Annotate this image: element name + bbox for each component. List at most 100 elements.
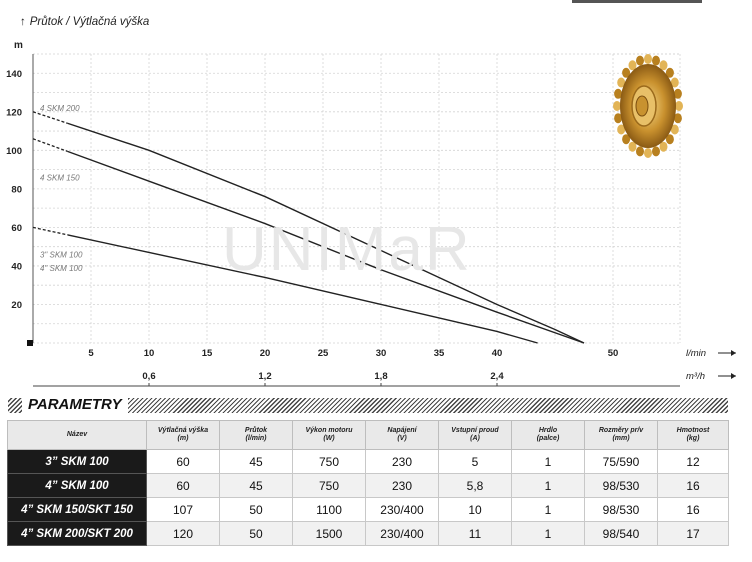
header-text: Výkon motoru [305,426,353,434]
header-text: (mm) [612,435,630,442]
table-cell: 120 [146,521,220,546]
table-cell: 98/530 [584,497,658,522]
table-cell: 107 [146,497,220,522]
ytitle: ↑ Průtok / Výtlačná výška [20,16,149,28]
table-header-cell: Průtok (l/min) [219,420,293,450]
impeller-blade [644,148,652,158]
model-name-cell: 4” SKM 150/SKT 150 [7,497,147,522]
impeller-blade [622,134,631,145]
impeller-blade [614,113,623,124]
x-tick-label: 30 [376,348,387,359]
model-name-cell: 3” SKM 100 [7,449,147,474]
table-cell: 750 [292,449,366,474]
table-header-cell: Výtlačná výška (m) [146,420,220,450]
table-cell: 1100 [292,497,366,522]
table-row: 4” SKM 150/SKT 150 107 50 1100 230/400 10 1 98/… [7,497,729,522]
table-cell: 230/400 [365,497,439,522]
series-line [67,234,538,344]
impeller-blade [622,67,631,78]
impeller-blade [652,55,660,66]
header-text: Název [66,430,88,438]
y-tick-label: 140 [6,69,22,80]
table-body: 3” SKM 100 60 45 750 230 5 1 75/590 12 4” SKM 100… [7,449,729,546]
series-dashed-segment [32,111,69,124]
watermark: UNIMaR [222,215,472,284]
header-text: (V) [397,435,407,442]
table-header-cell: Název [7,420,147,450]
chart-title: Průtok / Výtlačná výška [29,16,150,28]
header-text: Rozměry pr/v [598,426,644,434]
series-label: 4" SKM 100 [40,264,83,273]
table-header-cell: Rozměry pr/v (mm) [584,420,658,450]
impeller-blade [614,88,623,99]
x2-tick-label: 2,4 [490,371,504,382]
table-header-cell: Výkon motoru (W) [292,420,366,450]
table-header-cell: Hrdlo (palce) [511,420,585,450]
parametry-table: Název Výtlačná výška (m) Průtok (l/min) Výkon… [7,420,729,546]
impeller-blade [636,55,644,66]
model-name-cell: 4” SKM 200/SKT 200 [7,521,147,546]
header-text: Průtok [244,426,268,434]
table-cell: 50 [219,497,293,522]
impeller-blade [659,60,668,71]
header-text: (m) [177,435,189,442]
x-tick-label: 35 [434,348,445,359]
impeller-image [613,54,683,158]
table-cell: 11 [438,521,512,546]
parametry-band [8,398,728,413]
table-cell: 98/530 [584,473,658,498]
table-header-cell: Vstupní proud (A) [438,420,512,450]
x-tick-label: 5 [88,348,94,359]
impeller-blade [617,77,626,88]
y-tick-label: 20 [11,300,22,311]
x-tick-label: 10 [144,348,155,359]
series-line [67,122,585,344]
x-tick-label: 25 [318,348,329,359]
impeller-blade [659,141,668,152]
table-cell: 10 [438,497,512,522]
impeller-blade [644,54,652,64]
y-axis-label: m [14,40,23,51]
header-text: Vstupní proud [451,426,499,434]
table-cell: 45 [219,473,293,498]
header-text: (A) [470,435,480,442]
table-row: 4” SKM 100 60 45 750 230 5,8 1 98/530 16 [7,473,729,498]
decorative-bar [572,0,702,3]
x-tick-label: 50 [608,348,619,359]
table-cell: 1 [511,449,585,474]
table-cell: 1500 [292,521,366,546]
table-cell: 1 [511,497,585,522]
table-row: 3” SKM 100 60 45 750 230 5 1 75/590 12 [7,449,729,474]
series-label: 3" SKM 100 [40,250,83,259]
header-text: Napájení [387,426,417,434]
table-cell: 5 [438,449,512,474]
arrow-head-icon [731,350,736,356]
table-cell: 17 [657,521,729,546]
impeller-blade [613,101,621,111]
header-text: (kg) [686,435,700,442]
impeller-blade [617,124,626,135]
x2-axis-label: m³/h [686,371,705,382]
x2-tick-label: 0,6 [142,371,155,382]
table-header-cell: Hmotnost (kg) [657,420,729,450]
impeller-blade [673,88,682,99]
y-tick-label: 60 [11,223,22,234]
impeller-blade [675,101,683,111]
table-row: 4” SKM 200/SKT 200 120 50 1500 230/400 11 1 98/… [7,521,729,546]
header-text: Hmotnost [676,426,710,434]
x-tick-label: 15 [202,348,213,359]
impeller-blade [670,77,679,88]
table-cell: 60 [146,449,220,474]
table-cell: 50 [219,521,293,546]
x-tick-label: 40 [492,348,503,359]
table-cell: 16 [657,497,729,522]
table-cell: 98/540 [584,521,658,546]
table-cell: 12 [657,449,729,474]
impeller-blade [673,113,682,124]
series-dashed-segment [32,226,68,236]
impeller-blade [665,134,674,145]
table-cell: 16 [657,473,729,498]
table-cell: 5,8 [438,473,512,498]
header-text: (l/min) [245,435,267,442]
x-axis-label: l/min [686,348,706,359]
